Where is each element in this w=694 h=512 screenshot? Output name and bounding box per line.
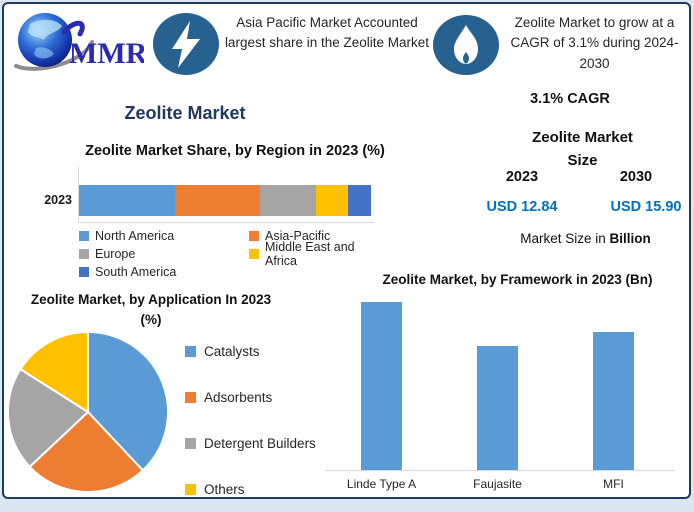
pie-slice [87,331,169,472]
region-legend-item: Middle East and Africa [249,240,389,268]
legend-swatch [185,483,196,495]
region-bar-segment [175,185,261,216]
framework-category-label: Linde Type A [346,477,417,491]
legend-swatch [79,231,89,241]
year-start: 2023 [505,169,539,185]
region-chart-title: Zeolite Market Share, by Region in 2023 … [85,143,385,159]
cagr-label: 3.1% CAGR [530,91,610,107]
region-legend-item: North America [79,227,249,245]
legend-label: North America [95,229,175,243]
region-legend-item: South America [79,263,249,281]
framework-chart-title: Zeolite Market, by Framework in 2023 (Bn… [382,272,653,287]
application-pie-chart [4,328,172,496]
region-bar-segment [260,185,316,216]
legend-swatch [79,267,89,277]
brand-logo: MMR [12,8,148,82]
legend-label: Europe [95,247,136,261]
pie-slice [19,331,89,413]
legend-label: Detergent Builders [204,435,316,451]
legend-label: Catalysts [204,343,260,359]
region-bar-segment [315,185,348,216]
legend-swatch [249,231,259,241]
framework-category-labels: Linde Type A Faujasite MFI [325,477,675,493]
region-category-label: 2023 [44,193,72,207]
pie-legend-item: Adsorbents [185,374,330,420]
legend-label: Middle East and Africa [265,240,355,268]
year-end: 2030 [619,169,653,185]
logo-text: MMR [69,37,144,70]
pie-slice [28,411,144,493]
framework-category-label: MFI [603,477,624,491]
region-stacked-bar [79,185,372,216]
region-legend-item: Asia-Pacific [249,227,389,245]
legend-label: Asia-Pacific [265,229,331,243]
framework-bar [361,302,402,470]
value-start: USD 12.84 [486,199,558,215]
market-size-footnote: Market Size in Billion [478,231,693,246]
page-title: Zeolite Market [124,103,246,123]
globe-logo-icon: MMR [14,13,148,71]
region-chart-axis [78,167,79,223]
legend-label: South America [95,265,177,279]
framework-baseline [325,470,675,471]
legend-swatch [79,249,89,259]
framework-bar [593,332,634,470]
legend-swatch [185,391,196,403]
framework-plot-area [325,282,675,470]
value-end: USD 15.90 [610,199,682,215]
region-legend-item: Europe [79,245,249,263]
market-size-title-line2: Size [567,152,598,169]
framework-bar [477,346,518,470]
footnote-regular: Market Size in [520,231,610,246]
legend-swatch [249,249,259,259]
pie-legend-item: Others [185,466,330,512]
pie-chart-title: Zeolite Market, by Application In 2023 (… [30,292,272,327]
pie-legend-item: Detergent Builders [185,420,330,466]
footnote-bold: Billion [609,231,651,246]
region-bar-segment [347,185,372,216]
market-size-title: Zeolite Market Size [470,126,694,172]
lightning-icon [152,12,220,76]
header-right-callout: Zeolite Market to grow at a CAGR of 3.1%… [510,15,679,71]
legend-label: Adsorbents [204,389,273,405]
region-chart-baseline [78,222,374,223]
region-bar-segment [79,185,176,216]
framework-category-label: Faujasite [473,477,522,491]
pie-legend-item: Catalysts [185,328,330,374]
legend-label: Others [204,481,245,497]
region-legend: North America Asia-Pacific Europe Middle Ea… [79,227,389,281]
legend-swatch [185,345,196,357]
header-left-callout: Asia Pacific Market Accounted largest sh… [224,15,430,51]
legend-swatch [185,437,196,449]
pie-slice [7,368,89,468]
market-size-title-line1: Zeolite Market [532,129,633,146]
pie-legend: Catalysts Adsorbents Detergent Builders Oth… [185,328,330,512]
flame-icon [432,14,500,76]
